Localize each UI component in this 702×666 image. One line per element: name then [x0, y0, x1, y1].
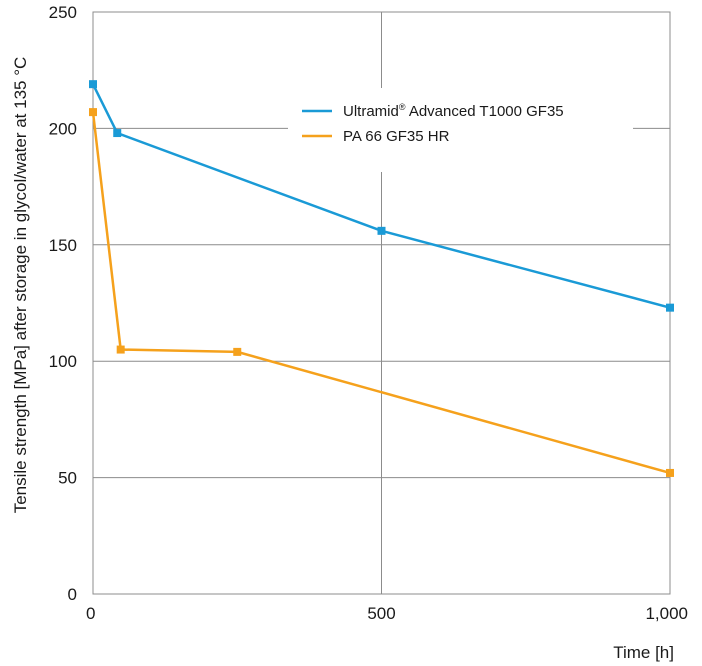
legend-label-ultramid-sup: ® — [399, 102, 406, 112]
plot-border — [92, 11, 671, 595]
y-tick-label: 50 — [58, 469, 77, 488]
y-tick-label: 0 — [68, 585, 77, 604]
legend-label-ultramid-main: Ultramid — [343, 103, 399, 120]
x-axis-title: Time [h] — [613, 643, 674, 662]
tick-labels: 0 50 100 150 200 250 0 500 1,000 — [49, 3, 688, 623]
series-line-1 — [91, 111, 671, 475]
data-point-marker — [233, 347, 242, 356]
y-tick-label: 250 — [49, 3, 77, 22]
data-point-marker — [666, 303, 674, 312]
x-tick-label: 500 — [367, 604, 395, 623]
legend-label-ultramid-rest: Advanced T1000 GF35 — [405, 103, 563, 120]
data-markers — [89, 80, 674, 477]
legend-label-pa66: PA 66 GF35 HR — [343, 128, 450, 145]
legend-label-ultramid: Ultramid® Advanced T1000 GF35 — [343, 102, 564, 120]
y-axis-title: Tensile strength [MPa] after storage in … — [11, 57, 30, 514]
y-tick-label: 200 — [49, 119, 77, 138]
legend: Ultramid® Advanced T1000 GF35 PA 66 GF35… — [288, 88, 633, 172]
x-tick-label: 1,000 — [645, 604, 688, 623]
series-lines — [91, 83, 671, 475]
plot-frame — [92, 11, 671, 595]
y-tick-label: 150 — [49, 236, 77, 255]
data-point-marker — [89, 80, 97, 89]
legend-background — [288, 88, 633, 172]
data-point-marker — [116, 345, 125, 354]
y-tick-label: 100 — [49, 352, 77, 371]
data-point-marker — [89, 108, 97, 117]
data-point-marker — [377, 226, 386, 235]
x-tick-label: 0 — [86, 604, 95, 623]
data-point-marker — [113, 129, 122, 138]
series-line-0 — [91, 83, 671, 309]
data-point-marker — [666, 468, 674, 477]
